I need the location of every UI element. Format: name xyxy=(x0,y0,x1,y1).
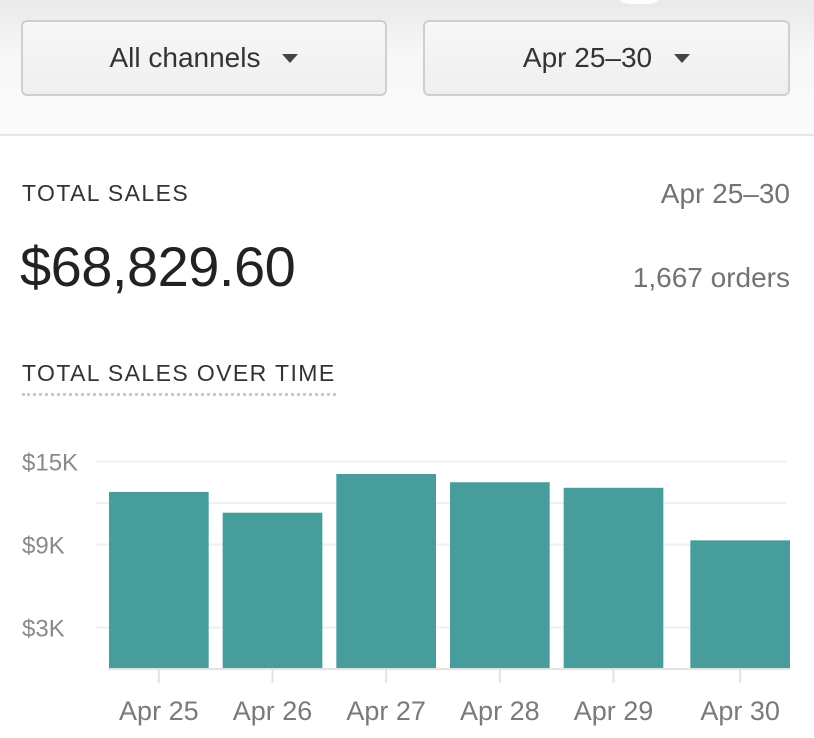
total-sales-label: TOTAL SALES xyxy=(22,180,190,206)
bar xyxy=(450,482,550,669)
sales-bar-chart: $3K $9K $15K Apr 25 Apr 26 Apr 27 Apr 28 Apr 29… xyxy=(22,450,790,726)
caret-down-icon xyxy=(674,53,691,63)
y-tick-label: $3K xyxy=(22,616,65,643)
bar xyxy=(222,512,323,669)
y-tick-label: $15K xyxy=(22,450,78,477)
order-count: 1,667 orders xyxy=(632,262,790,293)
total-sales-value: $68,829.60 xyxy=(20,235,296,298)
summary-date-range: Apr 25–30 xyxy=(660,178,790,209)
chart-title[interactable]: TOTAL SALES OVER TIME xyxy=(22,360,336,396)
bar xyxy=(563,487,664,669)
x-tick-label: Apr 29 xyxy=(574,696,654,726)
top-indicator xyxy=(615,0,663,4)
bar xyxy=(109,491,209,669)
channel-select[interactable]: All channels xyxy=(21,20,387,96)
x-tick-label: Apr 28 xyxy=(460,696,540,726)
x-tick-label: Apr 30 xyxy=(700,696,780,726)
bar xyxy=(336,473,436,669)
filter-bar: All channels Apr 25–30 xyxy=(0,0,814,136)
x-tick-label: Apr 25 xyxy=(119,696,199,726)
y-tick-label: $9K xyxy=(22,533,65,560)
channel-select-label: All channels xyxy=(109,42,261,73)
date-range-select[interactable]: Apr 25–30 xyxy=(423,20,790,96)
x-tick-label: Apr 27 xyxy=(346,696,426,726)
caret-down-icon xyxy=(282,53,299,63)
x-tick-label: Apr 26 xyxy=(233,696,313,726)
date-range-select-label: Apr 25–30 xyxy=(522,42,653,73)
bar xyxy=(690,540,790,669)
